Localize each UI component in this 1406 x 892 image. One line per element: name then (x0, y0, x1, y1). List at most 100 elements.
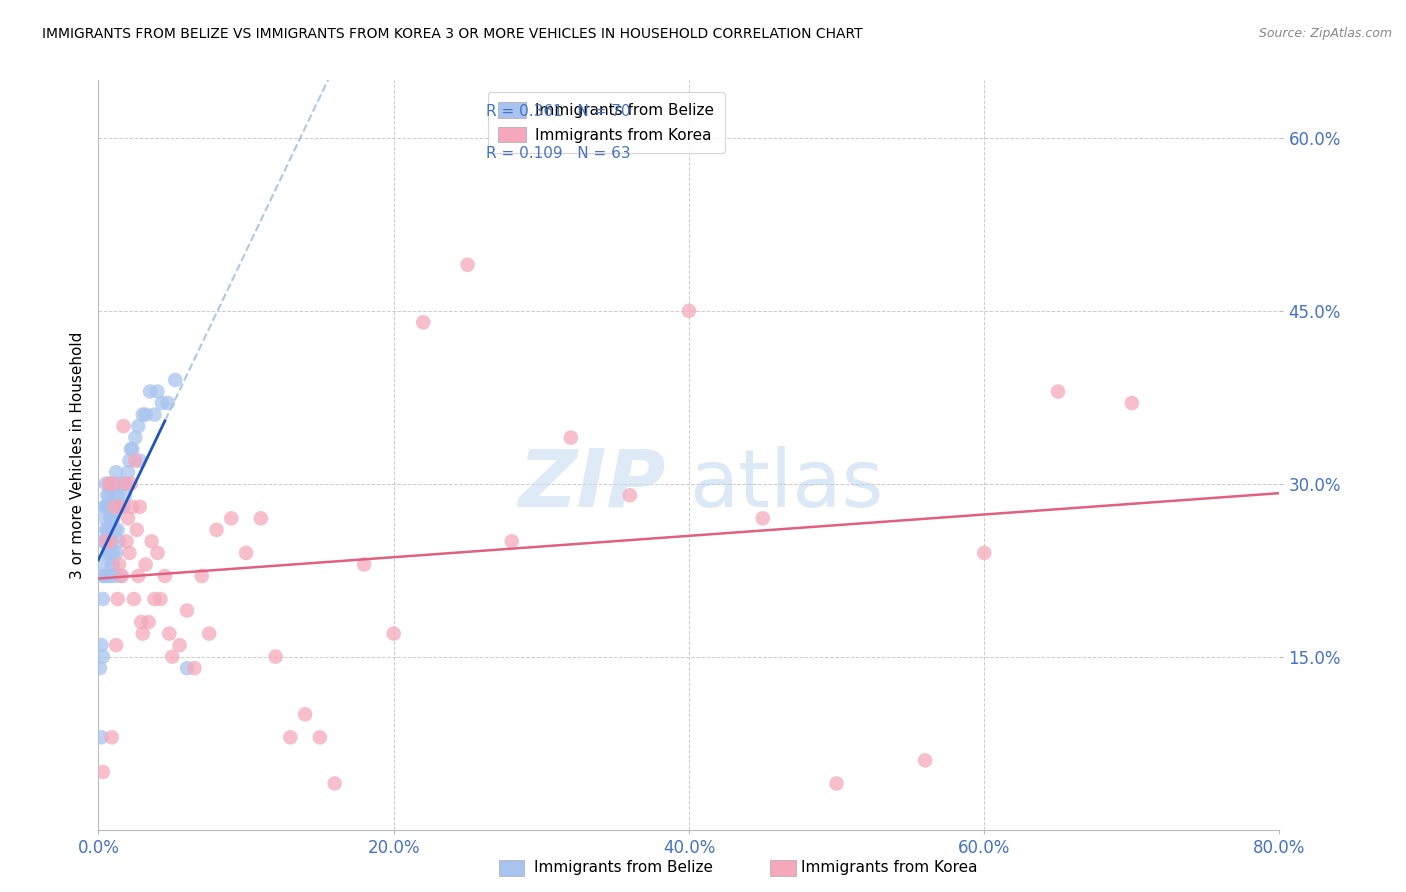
Point (1046, 384, 1070, 399)
Point (93, 569, 115, 583)
Text: R = 0.109   N = 63: R = 0.109 N = 63 (486, 146, 630, 161)
Point (104, 476, 127, 491)
Point (146, 546, 169, 560)
Point (825, 776, 848, 790)
Text: ZIP: ZIP (517, 446, 665, 524)
Text: Source: ZipAtlas.com: Source: ZipAtlas.com (1258, 27, 1392, 40)
Point (150, 396, 173, 410)
Point (162, 649, 183, 664)
Point (93, 558, 115, 572)
Point (309, 731, 332, 745)
Point (165, 373, 187, 387)
Point (97, 546, 120, 560)
Point (183, 661, 205, 675)
Point (143, 592, 166, 607)
Point (112, 419, 135, 434)
Point (135, 408, 157, 422)
Point (221, 511, 243, 525)
Text: Immigrants from Belize: Immigrants from Belize (534, 860, 713, 874)
Point (280, 731, 302, 745)
Point (146, 384, 169, 399)
Point (100, 476, 122, 491)
Point (176, 603, 198, 617)
Point (752, 511, 775, 525)
Point (90, 731, 112, 745)
Point (98, 511, 121, 525)
Point (118, 546, 141, 560)
Point (96, 500, 118, 514)
Point (132, 626, 155, 640)
Legend: Immigrants from Belize, Immigrants from Korea: Immigrants from Belize, Immigrants from … (488, 92, 725, 153)
Point (914, 753, 936, 767)
Point (110, 500, 132, 514)
Point (156, 396, 179, 410)
Text: R = 0.361   N = 70: R = 0.361 N = 70 (486, 103, 630, 119)
Point (108, 534, 131, 549)
Text: atlas: atlas (689, 446, 883, 524)
Point (191, 569, 214, 583)
Point (250, 511, 273, 525)
Point (198, 626, 221, 640)
Point (98, 569, 121, 583)
Point (97, 488, 120, 502)
Point (120, 476, 142, 491)
Point (457, 258, 479, 272)
Point (91, 649, 114, 664)
Text: IMMIGRANTS FROM BELIZE VS IMMIGRANTS FROM KOREA 3 OR MORE VEHICLES IN HOUSEHOLD : IMMIGRANTS FROM BELIZE VS IMMIGRANTS FRO… (42, 27, 863, 41)
Point (110, 569, 132, 583)
Point (93, 500, 115, 514)
Point (294, 707, 316, 722)
Point (97, 534, 120, 549)
Point (105, 500, 128, 514)
Point (110, 500, 132, 514)
Point (91, 534, 114, 549)
Point (103, 488, 125, 502)
Point (235, 546, 257, 560)
Point (104, 569, 127, 583)
Point (107, 488, 129, 502)
Point (264, 649, 287, 664)
Point (98, 476, 121, 491)
Point (96, 569, 118, 583)
Point (100, 511, 122, 525)
Point (619, 488, 641, 502)
Point (143, 408, 166, 422)
Point (94, 523, 117, 537)
Point (94, 534, 117, 549)
Point (176, 661, 198, 675)
Point (89, 661, 111, 675)
Point (353, 558, 375, 572)
Point (108, 558, 131, 572)
Point (94, 476, 117, 491)
Point (103, 558, 125, 572)
Point (138, 615, 160, 629)
Point (91, 764, 114, 779)
Point (114, 488, 136, 502)
Point (104, 523, 127, 537)
Point (125, 523, 148, 537)
Point (94, 534, 117, 549)
Point (127, 569, 149, 583)
Point (97, 500, 120, 514)
Point (117, 465, 139, 479)
Point (128, 453, 150, 467)
Point (94, 534, 117, 549)
Point (103, 546, 125, 560)
Point (97, 476, 120, 491)
Y-axis label: 3 or more Vehicles in Household: 3 or more Vehicles in Household (69, 331, 84, 579)
Point (135, 558, 157, 572)
Point (115, 534, 138, 549)
Point (120, 442, 142, 457)
Point (124, 431, 146, 445)
Point (124, 453, 146, 467)
Point (93, 511, 115, 525)
Point (111, 476, 134, 491)
Point (560, 431, 582, 445)
Point (108, 476, 131, 491)
Point (118, 453, 141, 467)
Point (105, 465, 128, 479)
Point (122, 592, 145, 607)
Point (205, 523, 228, 537)
Point (100, 558, 122, 572)
Point (169, 638, 191, 652)
